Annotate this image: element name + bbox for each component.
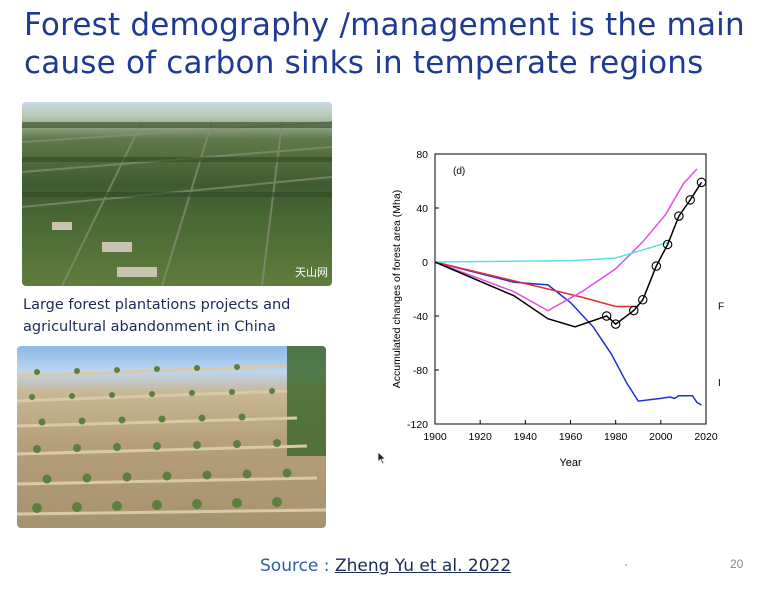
page-number: 20 bbox=[730, 557, 744, 571]
series-line-3 bbox=[434, 241, 671, 263]
series-line-0 bbox=[434, 261, 702, 406]
source-link[interactable]: Zheng Yu et al. 2022 bbox=[334, 556, 512, 576]
decorative-dot bbox=[625, 564, 627, 566]
side-label: I bbox=[718, 378, 721, 389]
line-chart-svg: 1900 1920 1940 1960 1980 2000 2020 80 40 0 -40 -80 -… bbox=[391, 149, 724, 469]
watermark-logo: 天山网 bbox=[295, 266, 328, 279]
mouse-pointer-icon bbox=[377, 451, 387, 470]
x-tick-label: 2020 bbox=[694, 431, 718, 443]
series-marker bbox=[685, 195, 695, 205]
y-tick-label: -80 bbox=[413, 365, 428, 377]
series-marker bbox=[651, 261, 662, 271]
panel-label: (d) bbox=[453, 166, 465, 177]
y-tick-label: 80 bbox=[416, 149, 428, 161]
plantation-rows-graphic bbox=[22, 121, 332, 286]
series-marker bbox=[674, 211, 684, 221]
series-line-1 bbox=[434, 261, 639, 308]
source-citation: Source : Zheng Yu et al. 2022 bbox=[260, 556, 511, 576]
side-label: F bbox=[718, 301, 724, 312]
series-marker bbox=[638, 295, 648, 305]
series-marker bbox=[662, 239, 673, 250]
forest-area-chart: 1900 1920 1940 1960 1980 2000 2020 80 40 0 -40 -80 -… bbox=[378, 140, 728, 470]
x-tick-label: 1980 bbox=[604, 431, 628, 443]
series-marker bbox=[610, 319, 621, 329]
terrace-graphic bbox=[17, 346, 326, 516]
x-tick-label: 1920 bbox=[468, 431, 492, 443]
x-axis-label: Year bbox=[559, 457, 582, 469]
series-marker bbox=[628, 305, 639, 316]
forest-plantation-aerial-photo: 天山网 bbox=[22, 102, 332, 286]
y-tick-label: -40 bbox=[413, 311, 428, 323]
x-tick-label: 1940 bbox=[514, 431, 538, 443]
series-marker bbox=[601, 311, 612, 321]
terraced-plantation-photo bbox=[17, 346, 326, 528]
source-prefix: Source : bbox=[260, 556, 335, 576]
photo-caption: Large forest plantations projects and ag… bbox=[23, 297, 291, 335]
x-tick-label: 1900 bbox=[423, 431, 447, 443]
series-line-2 bbox=[434, 168, 698, 312]
y-axis-label: Accumulated changes of forest area (Mha) bbox=[391, 190, 403, 388]
series-line-4 bbox=[434, 181, 703, 328]
series-marker bbox=[696, 177, 707, 188]
y-tick-label: -120 bbox=[407, 419, 428, 431]
slide-title: Forest demography /management is the mai… bbox=[24, 7, 745, 81]
plot-frame bbox=[434, 153, 707, 425]
x-tick-label: 2000 bbox=[649, 431, 673, 443]
y-tick-label: 40 bbox=[416, 203, 428, 215]
x-tick-label: 1960 bbox=[559, 431, 583, 443]
y-tick-label: 0 bbox=[422, 257, 428, 269]
